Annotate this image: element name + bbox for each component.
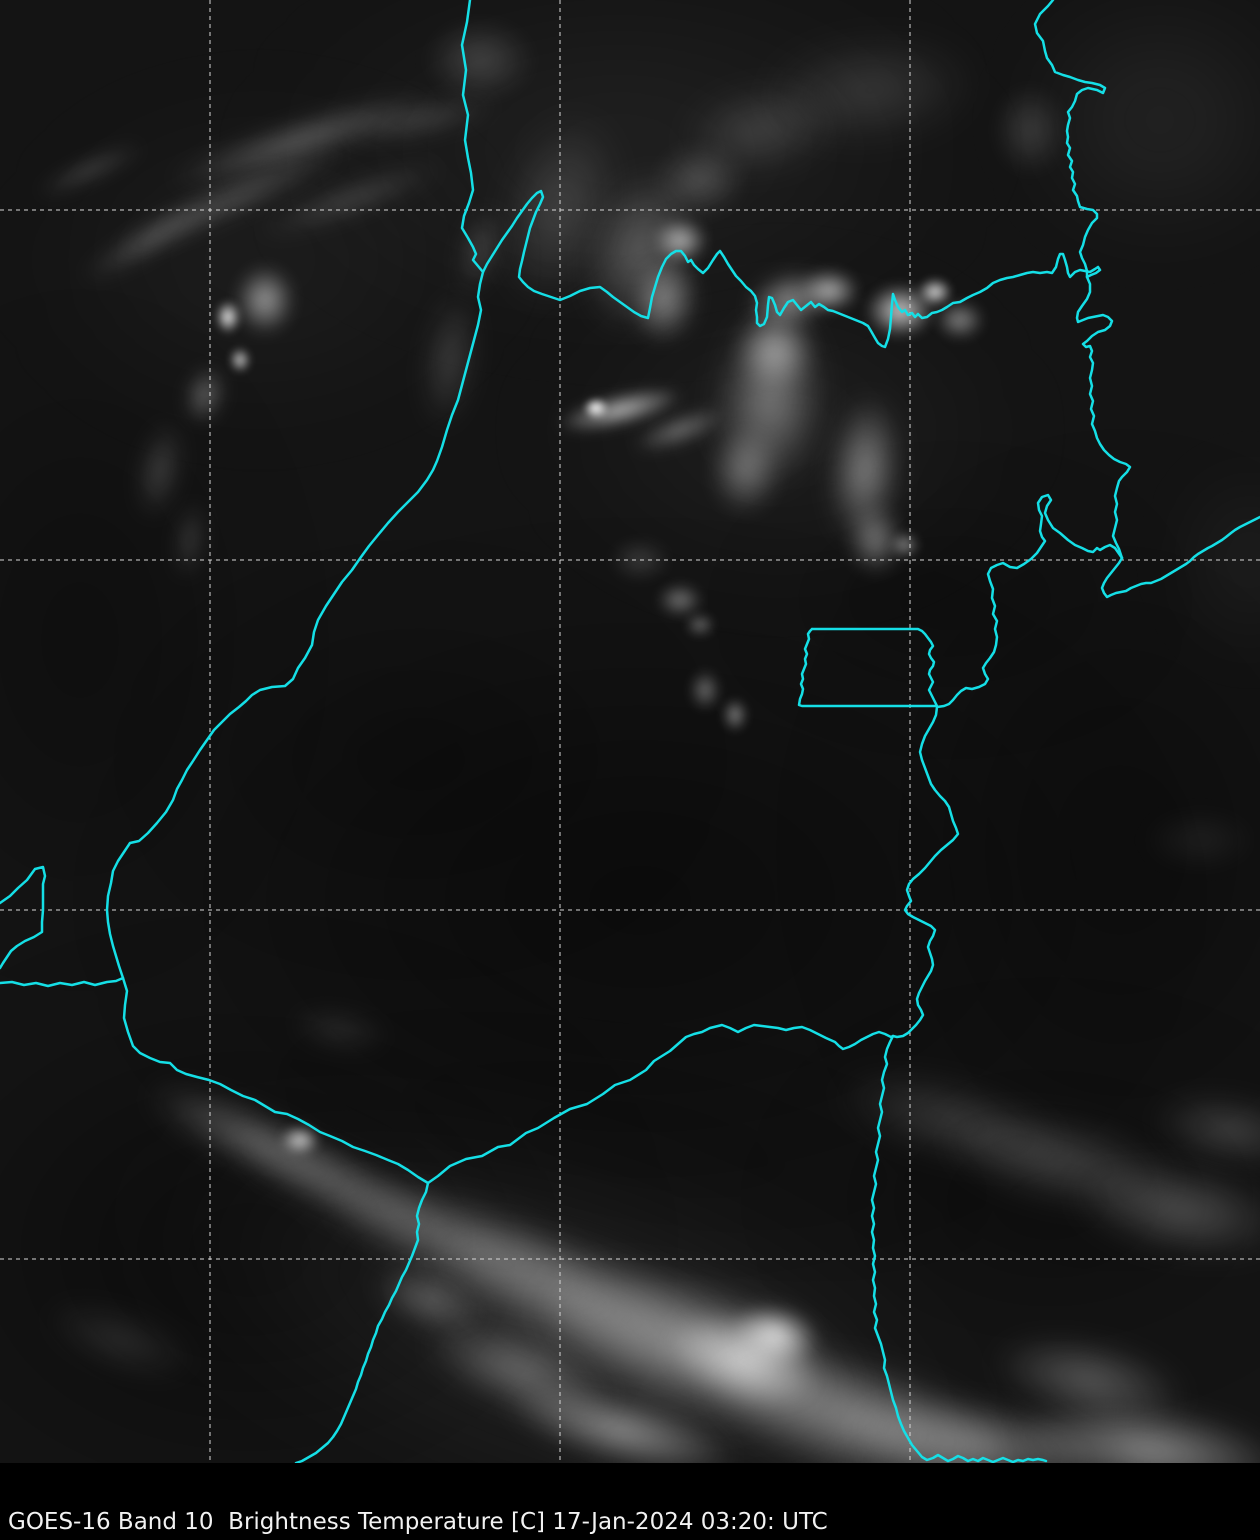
boundary-north-border xyxy=(481,189,1102,349)
boundary-west-river-border xyxy=(105,0,485,1185)
boundary-west-arm-upper xyxy=(0,865,47,970)
boundary-west-arm-lower xyxy=(0,976,125,988)
boundary-distrito-federal-outline xyxy=(797,627,939,708)
boundary-east-river-border xyxy=(1033,0,1132,560)
satellite-map xyxy=(0,0,1260,1463)
boundary-southwest-branch xyxy=(294,1181,430,1463)
boundary-southeast-edge-border xyxy=(1100,515,1260,599)
boundary-south-border xyxy=(426,1023,895,1185)
caption-text: GOES-16 Band 10 Brightness Temperature [… xyxy=(8,1509,828,1535)
boundary-grid-overlay xyxy=(0,0,1260,1463)
